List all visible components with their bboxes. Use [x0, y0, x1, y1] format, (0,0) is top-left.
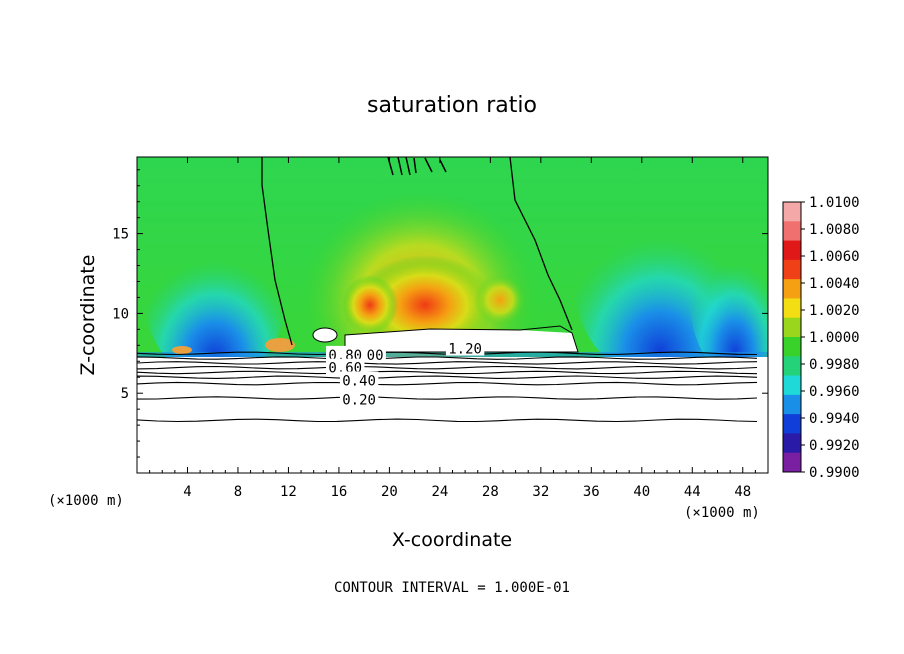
colorbar-swatch: [783, 433, 801, 454]
colorbar-label: 0.9940: [809, 411, 860, 427]
cool-region-left: [145, 220, 285, 380]
y-tick-label: 15: [112, 227, 129, 243]
warm-lobe-left: [342, 275, 398, 335]
x-tick-label: 8: [234, 484, 242, 500]
colorbar-swatch: [783, 298, 801, 319]
colorbar-label: 1.0080: [809, 222, 860, 238]
y-tick-label: 5: [121, 386, 129, 402]
contour-line: [137, 418, 758, 423]
heatmap-field: 1.201.000.800.600.400.20: [137, 157, 768, 473]
x-tick-label: 12: [280, 484, 297, 500]
colorbar-label: 1.0040: [809, 276, 860, 292]
warm-lobe-right: [474, 274, 526, 326]
patch-3: [312, 327, 338, 343]
colorbar-swatch: [783, 337, 801, 357]
contour-line: [137, 356, 758, 360]
colorbar-label: 1.0060: [809, 249, 860, 265]
contour-line: [137, 361, 758, 365]
contour-interval-note: CONTOUR INTERVAL = 1.000E-01: [334, 580, 570, 596]
colorbar-swatch: [783, 452, 801, 473]
colorbar-swatch: [783, 240, 801, 261]
x-tick-label: 40: [633, 484, 650, 500]
x-axis-title: X-coordinate: [392, 529, 512, 551]
contour-lines: 1.201.000.800.600.400.20: [137, 339, 758, 423]
colorbar-swatch: [783, 221, 801, 242]
colorbar-swatch: [783, 279, 801, 299]
lower-band: [137, 357, 768, 473]
colorbar-swatch: [783, 394, 801, 415]
y-axis-title: Z-coordinate: [77, 255, 99, 376]
contour-label-bg: [339, 390, 379, 407]
contour-label: 0.40: [342, 373, 376, 389]
colorbar-swatch: [783, 317, 801, 338]
colorbar-label: 0.9960: [809, 384, 860, 400]
colorbar-swatch: [783, 414, 801, 434]
patch-2: [265, 338, 295, 352]
contour-line: [137, 351, 758, 356]
x-tick-label: 48: [734, 484, 751, 500]
x-tick-label: 32: [532, 484, 549, 500]
patch-1: [172, 346, 192, 354]
colorbar-label: 0.9900: [809, 465, 860, 481]
y-axis-ticks: 5 10 15: [112, 169, 768, 458]
x-tick-label: 24: [431, 484, 448, 500]
contour-line: [137, 375, 758, 379]
colorbar: 0.9900 0.9920 0.9940 0.9960 0.9980 1.0000 1.00…: [782, 195, 860, 481]
colorbar-swatch: [783, 259, 801, 280]
contour-line: [137, 396, 758, 400]
contour-line: [137, 370, 758, 375]
colorbar-label: 0.9920: [809, 438, 860, 454]
x-tick-label: 44: [684, 484, 701, 500]
contour-label: 1.20: [448, 342, 482, 358]
x-tick-label: 28: [482, 484, 499, 500]
colorbar-label: 1.0100: [809, 195, 860, 211]
contour-label: 0.20: [342, 393, 376, 409]
colorbar-label: 1.0020: [809, 303, 860, 319]
colorbar-swatch: [783, 202, 801, 222]
contour-label-bg: [339, 371, 379, 388]
x-unit-right: (×1000 m): [684, 505, 760, 521]
y-tick-label: 10: [112, 306, 129, 322]
colorbar-label: 1.0000: [809, 330, 860, 346]
contour-line: [137, 365, 758, 370]
x-axis-ticks: 4 8 12 16 20 24 28 32 36 40 44 48: [149, 157, 756, 500]
cool-region-far-right: [690, 225, 768, 375]
colorbar-label: 0.9980: [809, 357, 860, 373]
contour-label-bg: [326, 358, 365, 375]
x-unit-left: (×1000 m): [48, 493, 124, 509]
contour-left-boundary: [261, 157, 293, 346]
x-tick-label: 36: [583, 484, 600, 500]
contour-line: [137, 381, 758, 386]
x-tick-label: 4: [183, 484, 191, 500]
contour-label-bg: [445, 339, 485, 356]
x-tick-label: 16: [330, 484, 347, 500]
colorbar-swatch: [783, 375, 801, 396]
colorbar-swatch: [783, 356, 801, 377]
chart-title: saturation ratio: [367, 93, 537, 118]
contour-right-boundary: [509, 157, 573, 331]
contour-label-bg: [326, 345, 365, 362]
x-tick-label: 20: [381, 484, 398, 500]
contour-top-wisps: [387, 157, 447, 176]
